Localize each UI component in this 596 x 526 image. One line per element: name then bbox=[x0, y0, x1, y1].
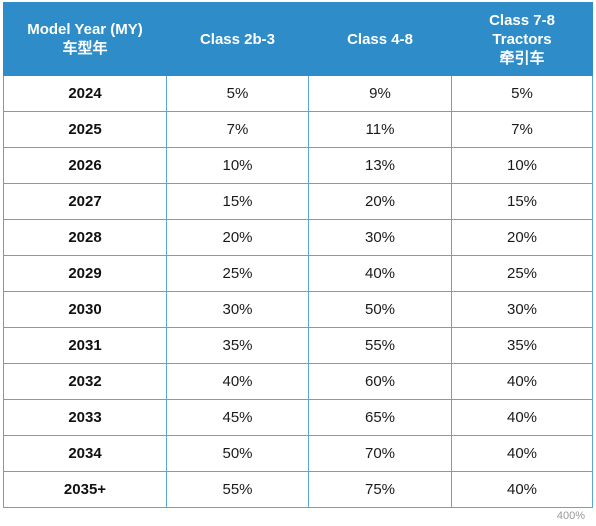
cell-class-4-8: 55% bbox=[308, 327, 452, 364]
table-row: 2029 25% 40% 25% bbox=[3, 255, 593, 292]
cell-model-year: 2035+ bbox=[3, 471, 167, 508]
table-row: 2024 5% 9% 5% bbox=[3, 75, 593, 112]
header-tractors-label: Tractors bbox=[492, 30, 552, 48]
table-row: 2027 15% 20% 15% bbox=[3, 183, 593, 220]
table-row: 2030 30% 50% 30% bbox=[3, 291, 593, 328]
cell-class-7-8-tractors: 25% bbox=[451, 255, 593, 292]
table-row: 2032 40% 60% 40% bbox=[3, 363, 593, 400]
cell-class-7-8-tractors: 30% bbox=[451, 291, 593, 328]
cell-class-7-8-tractors: 40% bbox=[451, 471, 593, 508]
watermark-text: 400% bbox=[553, 510, 588, 522]
cell-class-4-8: 9% bbox=[308, 75, 452, 112]
table-row: 2025 7% 11% 7% bbox=[3, 111, 593, 148]
table-row: 2028 20% 30% 20% bbox=[3, 219, 593, 256]
header-class-4-8-label: Class 4-8 bbox=[347, 30, 413, 48]
cell-class-4-8: 50% bbox=[308, 291, 452, 328]
cell-class-7-8-tractors: 40% bbox=[451, 363, 593, 400]
cell-class-2b-3: 35% bbox=[166, 327, 309, 364]
header-model-year-label: Model Year (MY) bbox=[27, 21, 143, 38]
cell-class-2b-3: 40% bbox=[166, 363, 309, 400]
cell-class-4-8: 11% bbox=[308, 111, 452, 148]
header-class-2b-3: Class 2b-3 bbox=[166, 2, 309, 76]
cell-class-7-8-tractors: 40% bbox=[451, 399, 593, 436]
cell-class-2b-3: 30% bbox=[166, 291, 309, 328]
cell-model-year: 2034 bbox=[3, 435, 167, 472]
cell-class-4-8: 70% bbox=[308, 435, 452, 472]
header-model-year: Model Year (MY) 车型年 bbox=[3, 2, 167, 76]
table-row: 2035+ 55% 75% 40% bbox=[3, 471, 593, 508]
table-row: 2033 45% 65% 40% bbox=[3, 399, 593, 436]
cell-class-2b-3: 20% bbox=[166, 219, 309, 256]
table-row: 2031 35% 55% 35% bbox=[3, 327, 593, 364]
cell-model-year: 2025 bbox=[3, 111, 167, 148]
cell-model-year: 2032 bbox=[3, 363, 167, 400]
header-row: Model Year (MY) 车型年 Class 2b-3 Class 4-8… bbox=[3, 2, 593, 76]
cell-class-2b-3: 15% bbox=[166, 183, 309, 220]
cell-model-year: 2024 bbox=[3, 75, 167, 112]
header-tractors-label-cn: 牵引车 bbox=[499, 49, 545, 67]
cell-class-4-8: 20% bbox=[308, 183, 452, 220]
cell-model-year: 2029 bbox=[3, 255, 167, 292]
table-header: Model Year (MY) 车型年 Class 2b-3 Class 4-8… bbox=[3, 2, 593, 76]
cell-class-4-8: 30% bbox=[308, 219, 452, 256]
cell-model-year: 2026 bbox=[3, 147, 167, 184]
cell-class-2b-3: 45% bbox=[166, 399, 309, 436]
cell-model-year: 2028 bbox=[3, 219, 167, 256]
table-row: 2026 10% 13% 10% bbox=[3, 147, 593, 184]
cell-class-4-8: 60% bbox=[308, 363, 452, 400]
cell-class-4-8: 75% bbox=[308, 471, 452, 508]
cell-model-year: 2030 bbox=[3, 291, 167, 328]
header-class-7-8-label: Class 7-8 bbox=[489, 11, 555, 29]
cell-model-year: 2027 bbox=[3, 183, 167, 220]
cell-class-2b-3: 25% bbox=[166, 255, 309, 292]
cell-class-2b-3: 10% bbox=[166, 147, 309, 184]
table-body: 2024 5% 9% 5% 2025 7% 11% 7% 2026 10% 13% 10% 2027 15… bbox=[3, 75, 593, 508]
cell-class-2b-3: 5% bbox=[166, 75, 309, 112]
cell-class-7-8-tractors: 40% bbox=[451, 435, 593, 472]
cell-class-7-8-tractors: 35% bbox=[451, 327, 593, 364]
cell-class-2b-3: 7% bbox=[166, 111, 309, 148]
header-class-7-8-tractors: Class 7-8 Tractors 牵引车 bbox=[451, 2, 593, 76]
cell-class-7-8-tractors: 5% bbox=[451, 75, 593, 112]
cell-class-7-8-tractors: 7% bbox=[451, 111, 593, 148]
table-row: 2034 50% 70% 40% bbox=[3, 435, 593, 472]
cell-class-7-8-tractors: 20% bbox=[451, 219, 593, 256]
cell-class-7-8-tractors: 15% bbox=[451, 183, 593, 220]
header-model-year-label-cn: 车型年 bbox=[62, 40, 108, 57]
zev-sales-schedule-table: Model Year (MY) 车型年 Class 2b-3 Class 4-8… bbox=[3, 2, 593, 508]
cell-class-4-8: 13% bbox=[308, 147, 452, 184]
cell-model-year: 2031 bbox=[3, 327, 167, 364]
header-class-4-8: Class 4-8 bbox=[308, 2, 452, 76]
cell-class-2b-3: 55% bbox=[166, 471, 309, 508]
header-class-2b-3-label: Class 2b-3 bbox=[199, 30, 276, 48]
cell-model-year: 2033 bbox=[3, 399, 167, 436]
cell-class-4-8: 65% bbox=[308, 399, 452, 436]
cell-class-7-8-tractors: 10% bbox=[451, 147, 593, 184]
cell-class-4-8: 40% bbox=[308, 255, 452, 292]
cell-class-2b-3: 50% bbox=[166, 435, 309, 472]
